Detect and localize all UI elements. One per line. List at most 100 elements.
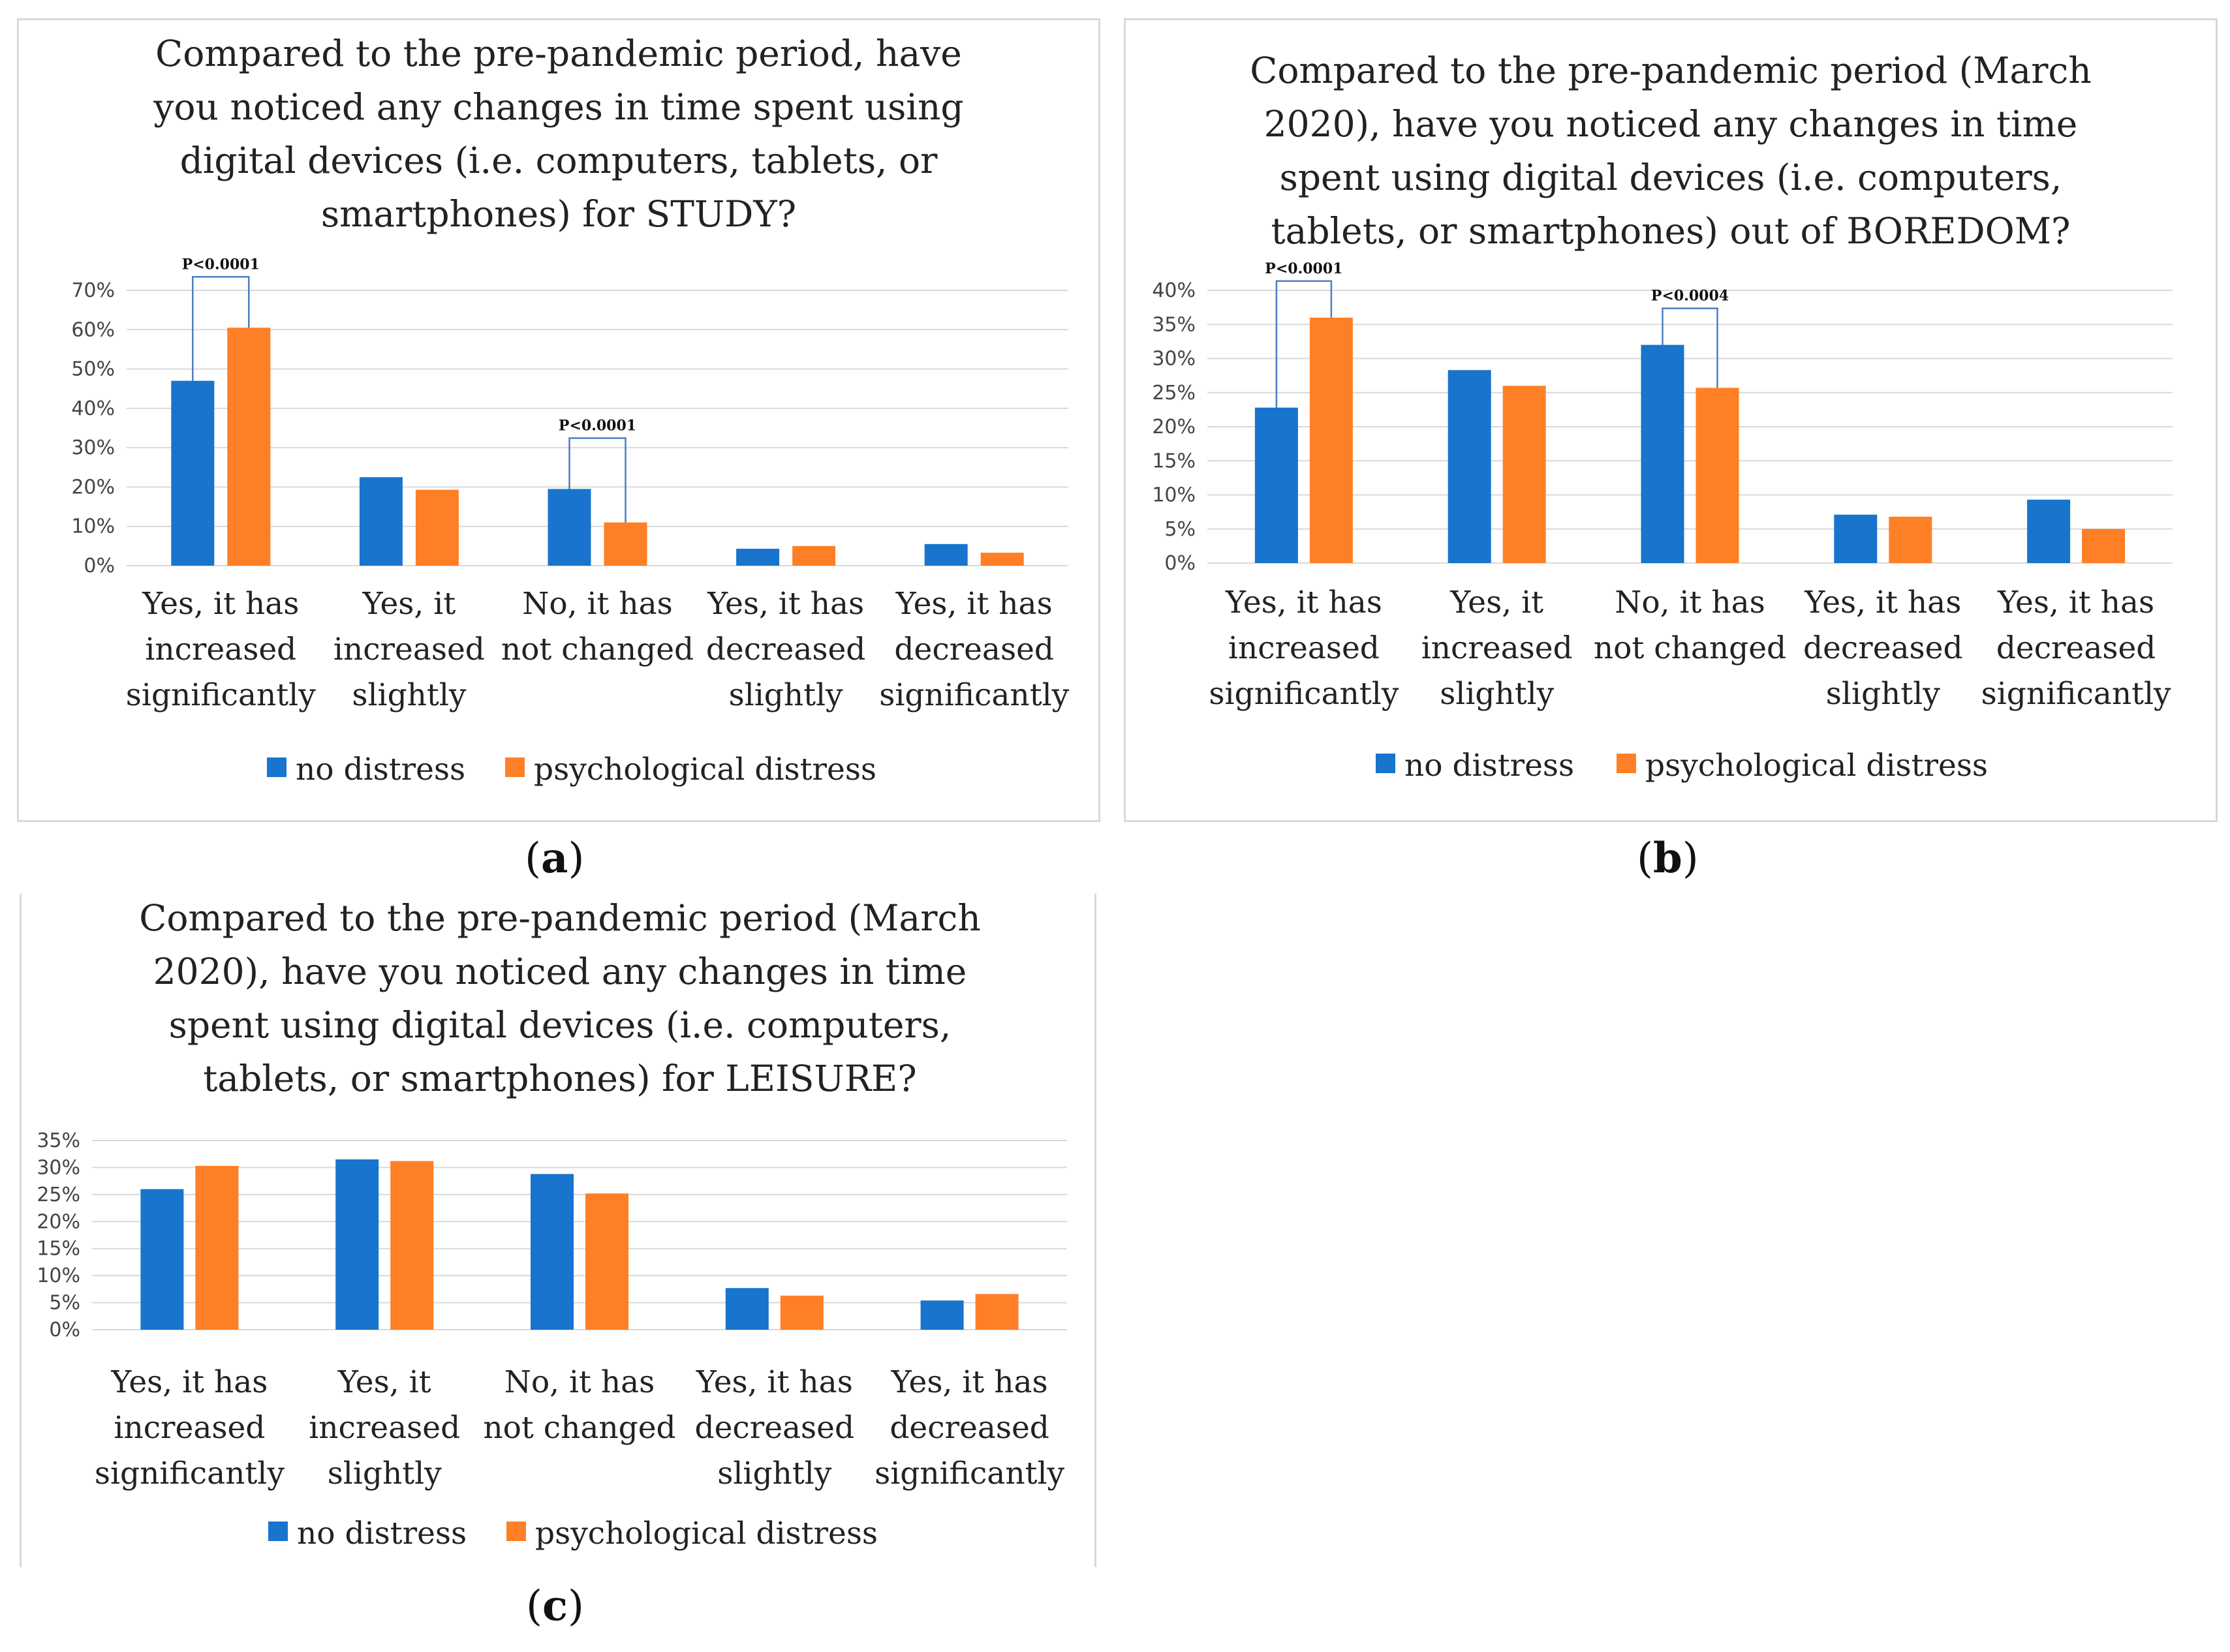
category-label-line: Yes, it has [142,586,299,622]
legend-swatch-psychological-distress [505,757,525,777]
category-label-line: Yes, it has [707,586,864,622]
bar-no-distress [1254,407,1298,563]
bar-no-distress [531,1174,574,1330]
x-category-label: No, it has not changed [501,586,694,667]
panel-letter: b [1652,834,1682,883]
category-label-line: significantly [879,677,1069,713]
title-line: smartphones) for STUDY? [320,193,797,235]
y-tick-label: 70% [71,279,115,302]
p-value-label: P<0.0004 [1651,288,1729,305]
category-label-line: increased [145,632,296,667]
x-category-label: Yes, it has increased significantly [1209,585,1399,712]
title-line: spent using digital devices (i.e. comput… [168,1004,952,1046]
y-tick-label: 25% [1152,382,1196,405]
category-label-line: No, it has [522,586,673,622]
title-line: digital devices (i.e. computers, tablets… [179,140,938,181]
panel-letter: c [542,1582,568,1630]
bar-no-distress [2027,499,2071,563]
bar-psychological-distress [2082,528,2126,563]
category-label-line: increased [1421,630,1573,666]
bar-psychological-distress [585,1193,628,1330]
x-category-label: Yes, it increased slightly [1421,585,1573,712]
title-line: spent using digital devices (i.e. comput… [1279,157,2062,198]
bar-no-distress [140,1189,184,1330]
category-label-line: Yes, it has [895,586,1053,622]
legend-swatch-no-distress [268,1522,288,1541]
y-tick-label: 35% [1152,313,1196,336]
category-label-line: Yes, it [337,1364,431,1400]
p-value-label: P<0.0001 [559,417,636,434]
category-label-line: Yes, it [1449,585,1543,620]
bar-psychological-distress [227,328,271,566]
bar-chart-study: 0% 10% 20% 30% 40% 50% 60% 70% Yes, it has increa… [71,256,1069,788]
category-label-line: decreased [890,1410,1049,1446]
y-tick-label: 10% [1152,484,1196,507]
y-tick-label: 50% [71,358,115,381]
bar-no-distress [924,543,968,566]
legend-label: psychological distress [535,1516,878,1552]
panel-label-a: (a) [525,834,585,883]
bar-no-distress [359,477,403,566]
legend-swatch-no-distress [267,757,286,777]
panel-label-c: (c) [526,1582,584,1630]
y-tick-label: 35% [37,1129,80,1152]
y-tick-label: 10% [37,1264,80,1287]
y-tick-label: 20% [71,476,115,498]
x-category-label: Yes, it has decreased significantly [879,586,1069,713]
bar-psychological-distress [1309,317,1353,563]
x-category-label: Yes, it has decreased slightly [706,586,866,713]
y-tick-label: 0% [49,1319,80,1341]
category-label-line: significantly [1209,676,1399,712]
category-label-line: slightly [1440,676,1554,712]
legend-label: no distress [1404,748,1574,784]
bar-psychological-distress [390,1161,434,1330]
bar-psychological-distress [195,1165,239,1330]
legend-label: no distress [297,1516,467,1552]
title-line: Compared to the pre-pandemic period (Mar… [139,897,981,939]
bar-psychological-distress [980,553,1024,566]
bar-chart-leisure: 0% 5% 10% 15% 20% 25% 30% 35% Yes, it has increas… [37,1129,1067,1552]
legend-swatch-no-distress [1376,754,1395,773]
bar-psychological-distress [415,489,459,566]
x-category-label: Yes, it has decreased slightly [695,1364,855,1491]
title-line: tablets, or smartphones) out of BOREDOM? [1271,210,2071,252]
panel-letter: a [540,834,568,883]
chart-panel-leisure: Compared to the pre-pandemic period (Mar… [20,894,1096,1567]
bar-psychological-distress [975,1294,1019,1330]
category-label-line: significantly [875,1456,1064,1491]
bar-no-distress [920,1300,964,1330]
x-category-label: Yes, it has decreased significantly [1981,585,2171,712]
legend-swatch-psychological-distress [1617,754,1636,773]
bar-no-distress [736,549,780,566]
category-label-line: Yes, it has [1804,585,1961,620]
y-tick-label: 30% [37,1156,80,1179]
x-category-label: Yes, it increased slightly [309,1364,460,1491]
y-tick-label: 5% [49,1292,80,1315]
y-tick-label: 20% [1152,416,1196,438]
category-label-line: significantly [126,677,316,713]
chart-panel-study: Compared to the pre-pandemic period, hav… [17,18,1100,822]
x-category-label: Yes, it has decreased slightly [1803,585,1963,712]
y-tick-label: 40% [71,397,115,420]
y-tick-label: 15% [1152,450,1196,472]
category-label-line: significantly [1981,676,2171,712]
y-tick-label: 0% [84,555,115,577]
panel-label-b: (b) [1637,834,1699,883]
category-label-line: Yes, it has [1225,585,1382,620]
x-category-label: No, it has not changed [1594,585,1786,666]
title-line: 2020), have you noticed any changes in t… [153,951,967,992]
category-label-line: not changed [483,1410,675,1446]
bar-psychological-distress [1889,516,1932,563]
x-category-label: Yes, it has decreased significantly [875,1364,1064,1491]
category-label-line: Yes, it has [110,1364,268,1400]
category-label-line: decreased [894,632,1054,667]
bar-psychological-distress [604,522,647,566]
category-label-line: No, it has [1615,585,1765,620]
category-label-line: No, it has [504,1364,655,1400]
bar-psychological-distress [792,545,836,566]
x-category-label: No, it has not changed [483,1364,675,1446]
chart-title: Compared to the pre-pandemic period, hav… [19,27,1098,241]
category-label-line: significantly [95,1456,285,1491]
y-tick-label: 0% [1164,552,1196,575]
chart-panel-boredom: Compared to the pre-pandemic period (Mar… [1124,18,2218,822]
